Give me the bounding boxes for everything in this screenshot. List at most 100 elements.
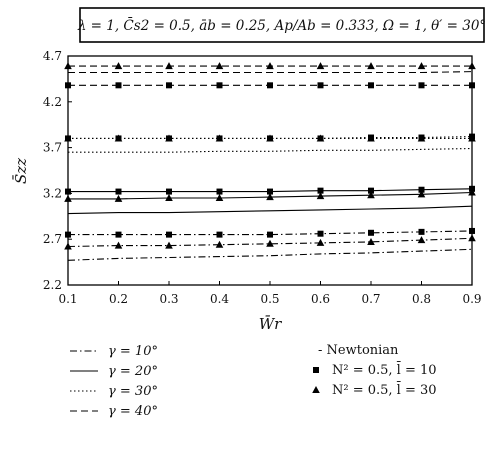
- data-point-triangle: [367, 134, 375, 142]
- legend-marker-square: [313, 367, 319, 373]
- legend-line-label: γ = 10°: [108, 344, 158, 359]
- data-point-square: [166, 231, 172, 238]
- data-point-triangle: [114, 134, 123, 142]
- data-point-square: [267, 231, 273, 238]
- data-point-square: [115, 188, 122, 195]
- chart-title: λ = 1, C̄s2 = 0.5, āb = 0.25, Ap/Ab = 0.…: [77, 18, 486, 34]
- legend-marker-label: N² = 0.5, l̄ = 10: [332, 361, 437, 378]
- data-point-square: [317, 82, 324, 89]
- data-point-triangle: [266, 193, 274, 201]
- data-point-triangle: [215, 62, 224, 70]
- legend-layer: γ = 10° γ = 20° γ = 30° γ = 40° - Newtonian N…: [70, 343, 437, 419]
- data-point-triangle: [165, 193, 173, 201]
- y-tick-label: 2.2: [43, 278, 62, 292]
- series-line: [67, 237, 473, 248]
- data-point-square: [65, 231, 71, 238]
- data-point-triangle: [215, 193, 224, 201]
- data-point-square: [418, 186, 425, 193]
- y-axis-label: S̄zz: [12, 158, 30, 184]
- x-tick-label: 0.3: [159, 292, 178, 306]
- x-tick-label: 0.2: [109, 292, 128, 306]
- data-point-triangle: [417, 62, 426, 70]
- legend-marker-label: N² = 0.5, l̄ = 30: [332, 381, 437, 398]
- x-tick-label: 0.7: [361, 292, 380, 306]
- data-point-triangle: [316, 62, 325, 70]
- data-point-square: [115, 82, 122, 89]
- data-point-square: [216, 231, 223, 238]
- x-tick-label: 0.8: [412, 292, 431, 306]
- data-point-triangle: [215, 240, 224, 248]
- data-point-square: [368, 229, 374, 236]
- data-point-triangle: [215, 134, 224, 142]
- data-point-square: [166, 188, 172, 195]
- series-line: [67, 248, 473, 261]
- data-point-triangle: [417, 190, 426, 198]
- x-tick-label: 0.6: [311, 292, 330, 306]
- data-point-triangle: [266, 62, 274, 70]
- data-point-square: [216, 82, 223, 89]
- data-point-triangle: [64, 134, 72, 142]
- series-line: [68, 71, 473, 74]
- y-tick-label: 2.7: [43, 232, 62, 246]
- data-point-triangle: [266, 134, 274, 142]
- data-point-square: [166, 82, 172, 89]
- data-point-square: [115, 231, 122, 238]
- data-point-triangle: [468, 134, 476, 142]
- data-point-square: [317, 187, 324, 194]
- data-point-square: [317, 230, 324, 237]
- x-tick-label: 0.1: [58, 292, 77, 306]
- data-point-triangle: [114, 194, 123, 202]
- y-tick-label: 4.2: [43, 95, 62, 109]
- data-point-square: [418, 228, 425, 235]
- y-tick-label: 4.7: [43, 49, 62, 63]
- data-point-triangle: [114, 62, 123, 70]
- x-tick-label: 0.9: [462, 292, 481, 306]
- legend-line-label: γ = 20°: [108, 364, 158, 379]
- data-point-square: [469, 227, 475, 234]
- data-point-triangle: [316, 192, 325, 200]
- data-point-triangle: [468, 188, 476, 196]
- data-point-triangle: [165, 134, 173, 142]
- x-axis-label: W̄r: [259, 315, 282, 333]
- data-point-triangle: [367, 237, 375, 245]
- series-line: [67, 205, 473, 215]
- title-box: [79, 7, 485, 43]
- x-tick-label: 0.5: [260, 292, 279, 306]
- legend-line-label: γ = 30°: [108, 384, 158, 399]
- legend-line-label: γ = 40°: [108, 404, 158, 419]
- data-point-square: [368, 82, 374, 89]
- data-point-triangle: [64, 62, 72, 70]
- data-point-triangle: [367, 62, 375, 70]
- series-line: [68, 147, 473, 153]
- data-point-square: [65, 188, 71, 195]
- data-point-triangle: [266, 239, 274, 247]
- data-point-triangle: [417, 134, 426, 142]
- data-point-triangle: [316, 134, 325, 142]
- data-point-triangle: [64, 194, 72, 202]
- series-line: [68, 230, 473, 236]
- data-point-triangle: [316, 238, 325, 246]
- data-point-square: [216, 188, 223, 195]
- data-point-triangle: [367, 191, 375, 199]
- data-point-square: [267, 188, 273, 195]
- data-point-triangle: [417, 236, 426, 244]
- data-point-triangle: [468, 62, 476, 70]
- series-layer: [64, 62, 476, 261]
- legend-marker-label: - Newtonian: [318, 343, 399, 358]
- x-tick-label: 0.4: [210, 292, 229, 306]
- data-point-square: [418, 82, 425, 89]
- axes-layer: 0.1 0.2 0.3 0.4 0.5 0.6 0.7 0.8 0.9 2.2 2.7 3.2 3.7 4…: [43, 49, 482, 306]
- data-point-triangle: [468, 234, 476, 242]
- series-line: [68, 136, 473, 139]
- data-point-triangle: [64, 242, 72, 250]
- data-point-triangle: [165, 62, 173, 70]
- data-point-square: [368, 187, 374, 194]
- data-point-square: [65, 82, 71, 89]
- y-tick-label: 3.2: [43, 186, 62, 200]
- data-point-triangle: [114, 241, 123, 249]
- data-point-square: [469, 82, 475, 89]
- data-point-square: [267, 82, 273, 89]
- legend-marker-triangle: [312, 386, 320, 393]
- y-tick-label: 3.7: [43, 141, 62, 155]
